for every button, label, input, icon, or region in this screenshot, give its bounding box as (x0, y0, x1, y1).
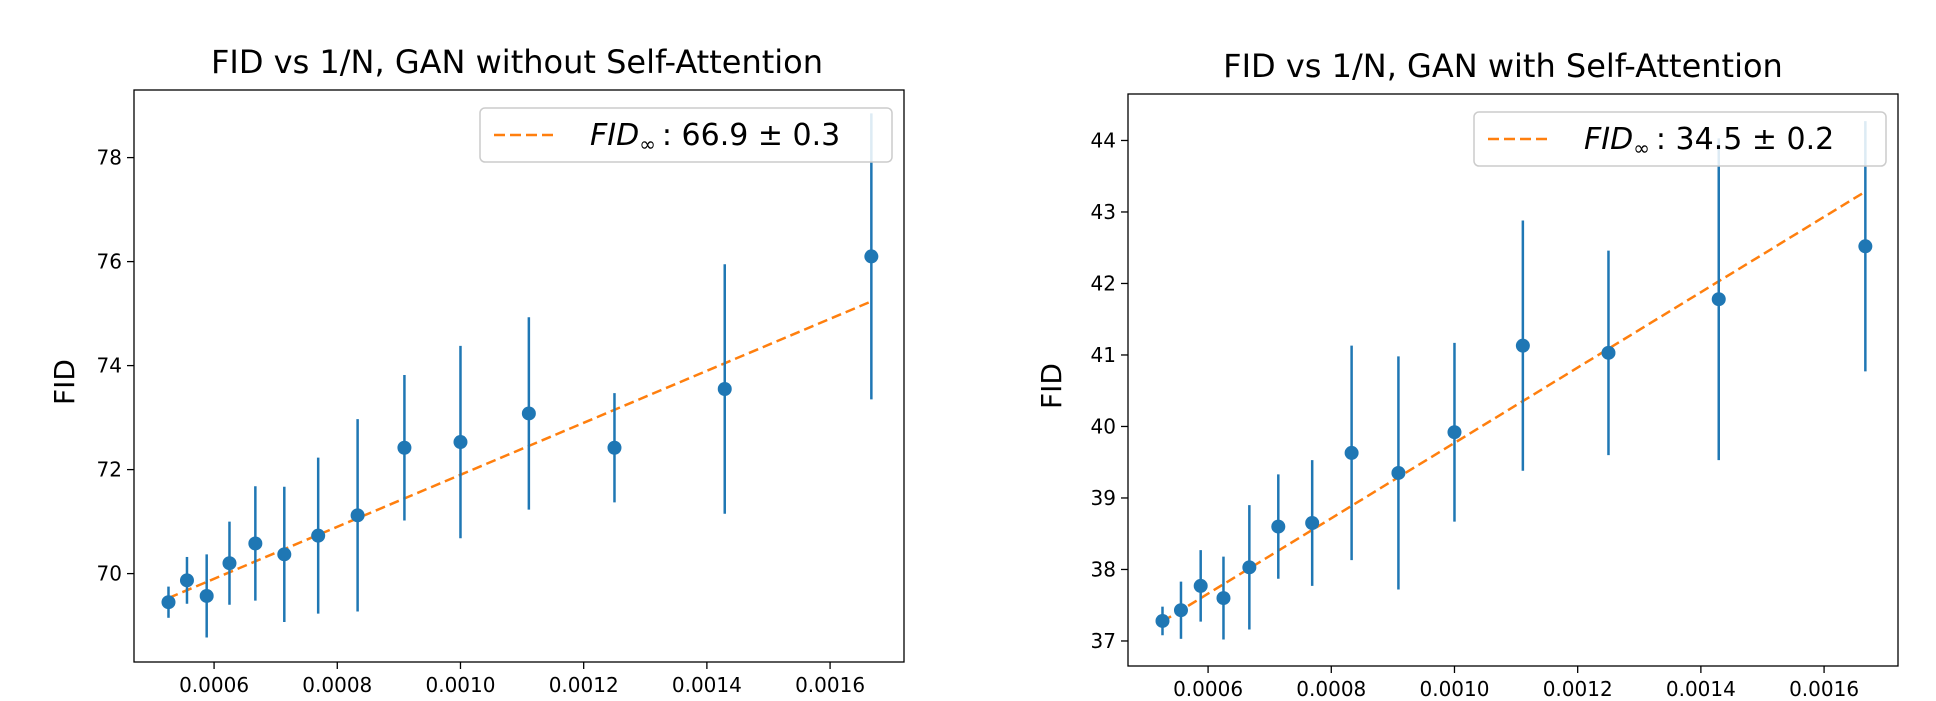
y-tick-label: 76 (97, 250, 122, 274)
legend: FID∞: 66.9 ± 0.3 (479, 107, 893, 163)
x-tick-label: 0.0016 (1789, 677, 1859, 701)
legend-subscript: ∞ (1633, 136, 1650, 160)
data-points (1155, 239, 1873, 628)
data-point (717, 382, 732, 396)
y-tick-label: 38 (1091, 557, 1116, 581)
data-point (864, 249, 879, 264)
y-tick-label: 43 (1091, 200, 1116, 224)
y-ticks: 37 38 39 40 41 42 43 44 (1091, 128, 1128, 653)
plot-frame (1127, 93, 1899, 667)
fit-line (1161, 190, 1867, 623)
chart-panel-without-attention: FID vs 1/N, GAN without Self-Attention F… (48, 43, 905, 697)
y-tick-label: 37 (1091, 629, 1116, 653)
data-point (248, 536, 263, 551)
data-point (1173, 603, 1188, 618)
data-point (311, 528, 326, 543)
y-tick-label: 72 (97, 458, 122, 482)
data-point (1155, 613, 1170, 628)
legend-fid: FID (1584, 122, 1633, 157)
data-point (521, 406, 536, 421)
legend-value: : 34.5 ± 0.2 (1656, 122, 1834, 157)
data-point (397, 440, 412, 455)
data-point (222, 556, 237, 571)
x-tick-label: 0.0016 (795, 673, 865, 697)
y-axis-label: FID (48, 359, 81, 405)
data-point (1193, 578, 1208, 593)
legend-label: FID∞: 66.9 ± 0.3 (590, 118, 840, 156)
legend-label: FID∞: 34.5 ± 0.2 (1584, 122, 1834, 160)
data-point (453, 435, 468, 450)
x-ticks: 0.0006 0.0008 0.0010 0.0012 0.0014 0.0016 (179, 662, 865, 697)
chart-title: FID vs 1/N, GAN with Self-Attention (1223, 47, 1783, 85)
data-point (277, 547, 292, 562)
data-point (179, 573, 194, 588)
y-tick-label: 74 (97, 354, 122, 378)
data-point (1601, 345, 1616, 360)
data-point (1711, 292, 1726, 307)
legend-box (1473, 111, 1887, 167)
legend-value: : 66.9 ± 0.3 (662, 118, 840, 153)
data-point (161, 595, 176, 610)
x-tick-label: 0.0012 (549, 673, 619, 697)
error-bars (1161, 121, 1867, 640)
fit-line-layer (1161, 190, 1867, 623)
chart-title: FID vs 1/N, GAN without Self-Attention (211, 43, 823, 81)
x-tick-label: 0.0006 (1173, 677, 1243, 701)
legend-subscript: ∞ (639, 132, 656, 156)
y-tick-label: 42 (1091, 271, 1116, 295)
y-axis-label: FID (1035, 363, 1068, 409)
data-point (1515, 338, 1530, 353)
error-bars (167, 113, 873, 638)
y-tick-label: 41 (1091, 343, 1116, 367)
plot-frame (133, 89, 905, 663)
data-point (199, 588, 214, 603)
data-point (1305, 516, 1320, 530)
y-tick-label: 78 (97, 146, 122, 170)
y-ticks: 70 72 74 76 78 (97, 146, 134, 586)
x-tick-label: 0.0012 (1543, 677, 1613, 701)
x-ticks: 0.0006 0.0008 0.0010 0.0012 0.0014 0.0016 (1173, 666, 1859, 701)
data-point (1344, 445, 1359, 460)
y-tick-label: 39 (1091, 486, 1116, 510)
fit-line-layer (168, 300, 872, 600)
fit-line (168, 300, 872, 600)
x-tick-label: 0.0010 (425, 673, 495, 697)
legend-box (479, 107, 893, 163)
x-tick-label: 0.0006 (179, 673, 249, 697)
data-point (1447, 425, 1462, 440)
legend-fid: FID (590, 118, 639, 153)
chart-panel-with-attention: FID vs 1/N, GAN with Self-Attention FID … (1035, 47, 1899, 701)
x-tick-label: 0.0014 (1666, 677, 1736, 701)
x-tick-label: 0.0008 (1296, 677, 1366, 701)
data-point (1391, 465, 1406, 480)
y-tick-label: 44 (1091, 128, 1116, 152)
legend: FID∞: 34.5 ± 0.2 (1473, 111, 1887, 167)
data-point (607, 440, 622, 455)
data-point (1858, 239, 1873, 254)
y-tick-label: 40 (1091, 414, 1116, 438)
data-point (1216, 591, 1231, 606)
x-tick-label: 0.0008 (302, 673, 372, 697)
data-point (1242, 560, 1257, 575)
y-tick-label: 70 (97, 562, 122, 586)
data-point (350, 508, 365, 523)
x-tick-label: 0.0010 (1419, 677, 1489, 701)
data-point (1271, 519, 1286, 534)
x-tick-label: 0.0014 (672, 673, 742, 697)
data-points (161, 249, 879, 610)
